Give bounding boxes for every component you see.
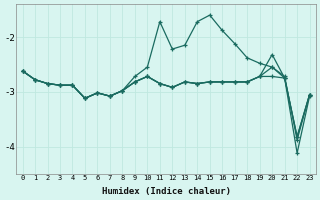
X-axis label: Humidex (Indice chaleur): Humidex (Indice chaleur) [101, 187, 231, 196]
